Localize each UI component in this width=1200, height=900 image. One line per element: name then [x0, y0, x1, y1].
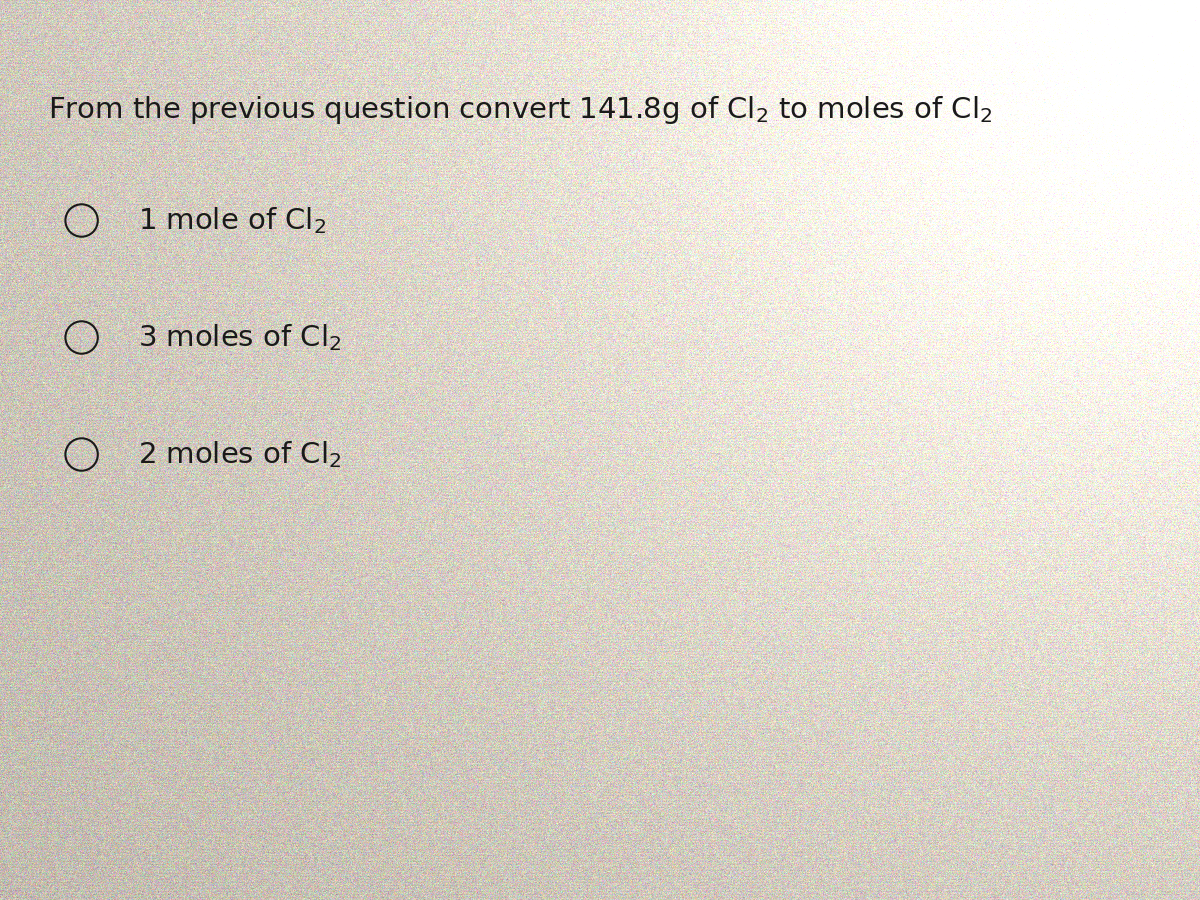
Text: 3 moles of Cl$_2$: 3 moles of Cl$_2$ [138, 322, 341, 353]
Text: From the previous question convert 141.8g of Cl$_2$ to moles of Cl$_2$: From the previous question convert 141.8… [48, 94, 992, 127]
Text: 1 mole of Cl$_2$: 1 mole of Cl$_2$ [138, 205, 326, 236]
Text: 2 moles of Cl$_2$: 2 moles of Cl$_2$ [138, 439, 341, 470]
